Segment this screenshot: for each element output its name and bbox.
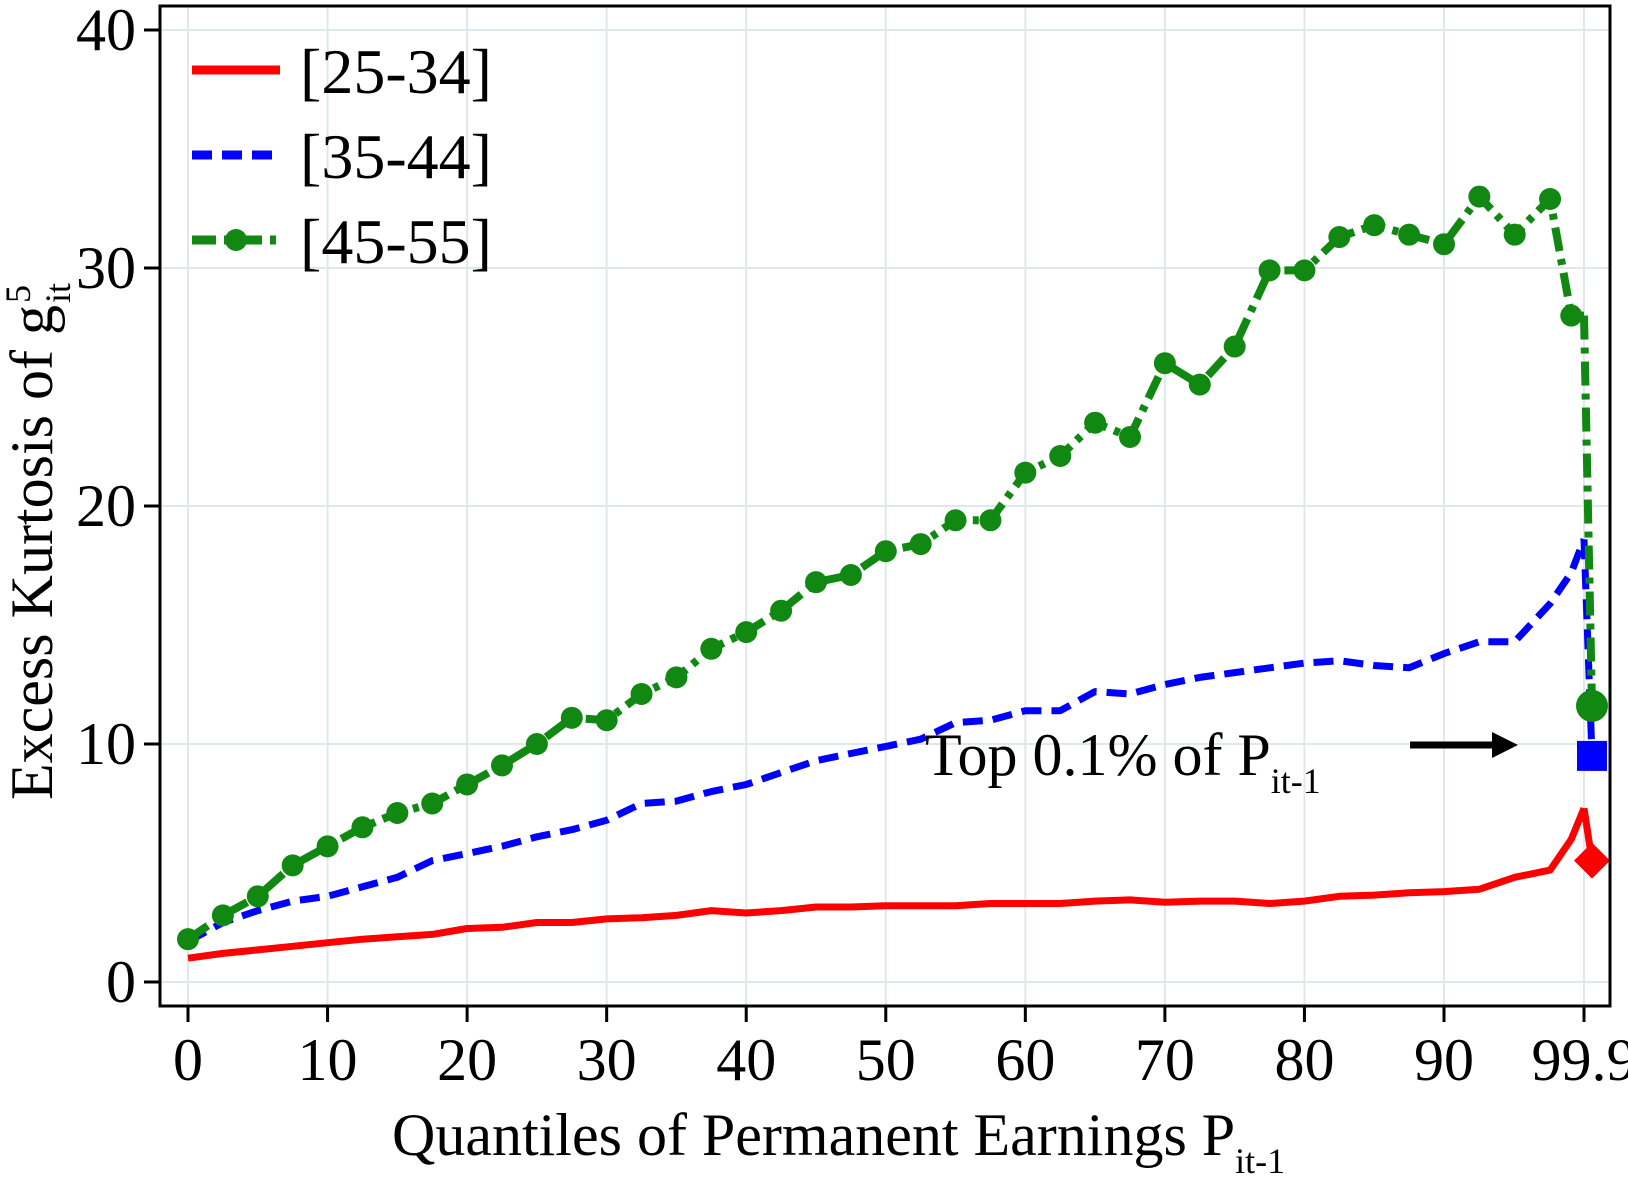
- data-point-45-55: [1293, 259, 1316, 282]
- x-tick-label: 60: [995, 1027, 1055, 1093]
- x-tick-label: 20: [437, 1027, 497, 1093]
- legend: [25-34] [35-44] [45-55]: [192, 36, 492, 277]
- y-tick-label: 10: [76, 711, 136, 777]
- x-tick-label: 50: [856, 1027, 916, 1093]
- data-point-45-55: [1188, 373, 1211, 396]
- data-point-45-55: [630, 683, 653, 706]
- data-point-45-55: [805, 571, 827, 594]
- data-point-45-55: [839, 564, 862, 587]
- top-percentile-annotation: Top 0.1% of Pit-1: [925, 722, 1518, 801]
- data-point-45-55: [316, 835, 339, 858]
- data-point-45-55: [1539, 187, 1562, 210]
- data-point-45-55: [595, 709, 618, 732]
- y-tick-label: 0: [106, 949, 136, 1015]
- data-point-45-55: [979, 509, 1002, 532]
- y-tick-label: 40: [76, 0, 136, 63]
- legend-label-35-44: [35-44]: [300, 121, 492, 192]
- y-tick-label: 20: [76, 473, 136, 539]
- x-tick-label: 90: [1414, 1027, 1474, 1093]
- data-point-45-55: [211, 904, 234, 927]
- data-point-45-55: [1468, 185, 1491, 208]
- data-point-45-55: [1433, 233, 1455, 256]
- data-point-45-55: [456, 773, 479, 796]
- data-point-45-55: [1328, 226, 1351, 249]
- annotation-arrow-head: [1492, 732, 1518, 758]
- data-point-45-55: [1398, 223, 1421, 246]
- top-marker-square-35-44: [1577, 740, 1607, 771]
- data-point-45-55: [491, 754, 513, 777]
- y-axis-title-subscript: it: [38, 283, 78, 303]
- x-tick-label: 99.9: [1532, 1027, 1628, 1093]
- data-point-45-55: [1153, 352, 1176, 375]
- annotation-subscript: it-1: [1271, 761, 1321, 801]
- legend-label-45-55: [45-55]: [300, 206, 492, 277]
- annotation-text: Top 0.1% of Pit-1: [925, 722, 1321, 801]
- legend-marker-45-55: [225, 229, 247, 251]
- data-point-45-55: [421, 792, 444, 815]
- data-point-45-55: [770, 599, 793, 622]
- data-point-45-55: [944, 509, 967, 532]
- data-point-45-55: [386, 802, 409, 825]
- annotation-main: Top 0.1% of P: [925, 722, 1271, 788]
- x-tick-label: 0: [173, 1027, 203, 1093]
- y-axis-title-main: Excess Kurtosis of g: [0, 305, 65, 800]
- x-axis-title-main: Quantiles of Permanent Earnings P: [392, 1102, 1235, 1168]
- data-point-45-55: [700, 637, 723, 660]
- series-lines: [185, 192, 1596, 962]
- x-axis-title: Quantiles of Permanent Earnings Pit-1: [392, 1102, 1285, 1178]
- y-tick-label: 30: [76, 235, 136, 301]
- series-drop-line-45-55: [1580, 315, 1596, 707]
- data-point-45-55: [560, 706, 583, 729]
- data-point-45-55: [1223, 335, 1246, 358]
- x-tick-label: 70: [1135, 1027, 1195, 1093]
- data-point-45-55: [1014, 461, 1037, 484]
- data-point-45-55: [1560, 304, 1583, 327]
- data-point-45-55: [281, 854, 304, 877]
- data-point-45-55: [1258, 259, 1281, 282]
- legend-label-25-34: [25-34]: [300, 36, 492, 107]
- x-tick-label: 80: [1274, 1027, 1334, 1093]
- series-line-35-44: [186, 538, 1588, 945]
- x-axis-title-subscript: it-1: [1235, 1141, 1285, 1178]
- top-marker-circle-45-55: [1576, 689, 1608, 722]
- x-tick-label: 10: [298, 1027, 358, 1093]
- data-point-45-55: [1084, 411, 1107, 434]
- data-point-45-55: [1049, 445, 1072, 468]
- x-tick-label: 30: [577, 1027, 637, 1093]
- y-axis-title-superscript: 5: [0, 285, 38, 303]
- data-point-45-55: [1363, 214, 1386, 237]
- data-point-45-55: [1503, 223, 1526, 246]
- top-marker-diamond-25-34: [1574, 842, 1610, 879]
- data-point-45-55: [909, 533, 932, 556]
- y-axis-title: Excess Kurtosis of g 5it: [0, 283, 78, 800]
- data-point-45-55: [1119, 425, 1141, 448]
- data-point-45-55: [246, 885, 269, 908]
- data-point-45-55: [735, 621, 758, 644]
- data-point-45-55: [177, 928, 199, 951]
- data-point-45-55: [525, 733, 548, 755]
- axes: 0 10 20 30 40 50 60 70 80 90 99.9 0 10 20 30 40: [76, 0, 1628, 1093]
- series-markers: [177, 185, 1610, 951]
- series-line-25-34: [187, 806, 1588, 962]
- x-tick-label: 40: [716, 1027, 776, 1093]
- data-point-45-55: [665, 666, 688, 689]
- data-point-45-55: [351, 816, 374, 839]
- data-point-45-55: [874, 540, 897, 563]
